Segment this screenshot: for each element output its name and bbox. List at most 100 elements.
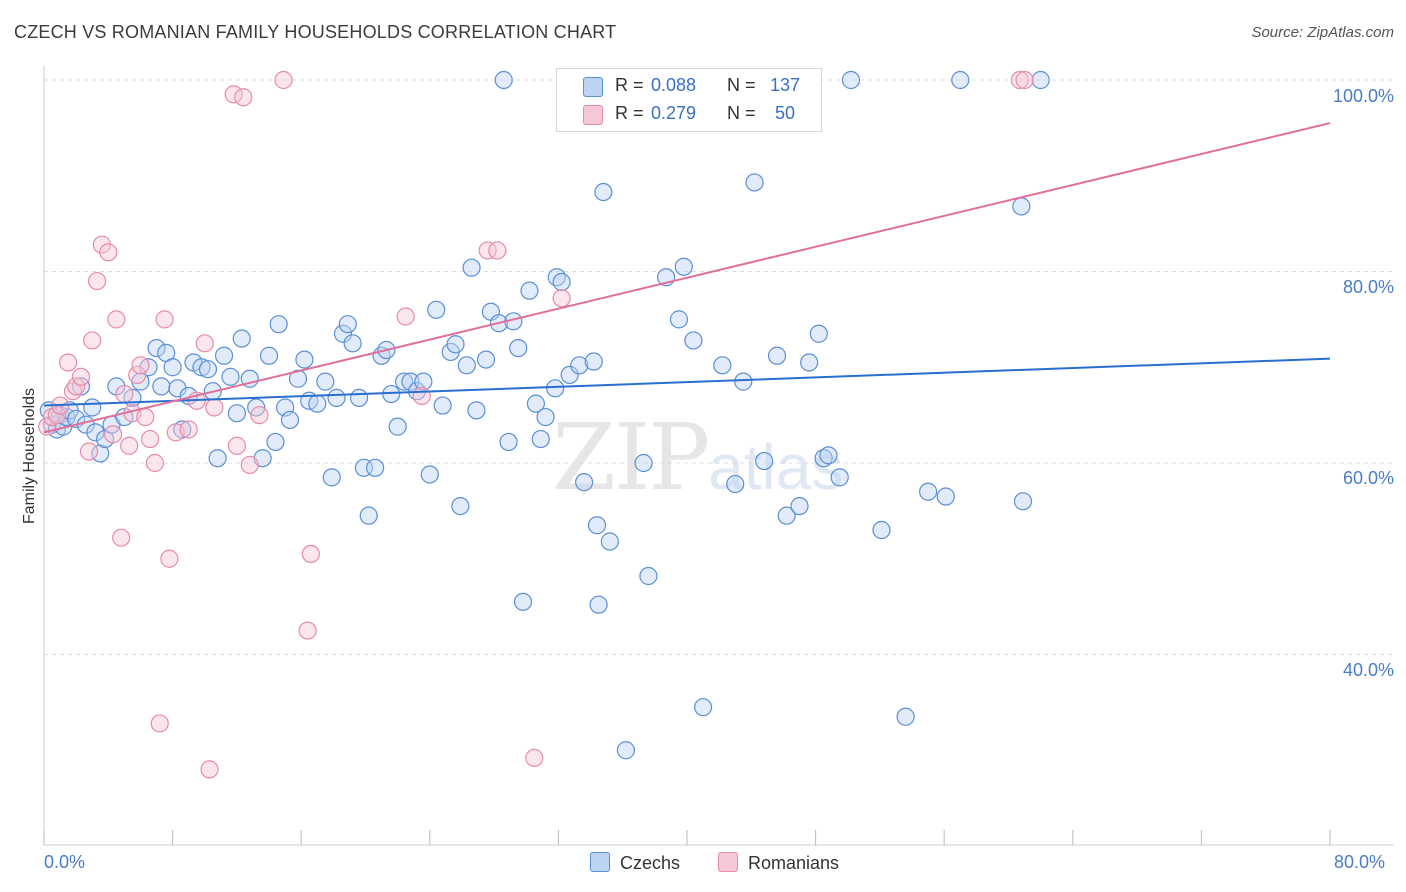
romanian-point [136,407,155,427]
czech-point [841,70,861,90]
czech-point [531,429,550,449]
romanian-point [131,356,150,375]
czech-point [546,379,565,398]
romanian-r-value: 0.279 [651,103,697,123]
czech-point [575,473,594,492]
romanian-point [298,621,317,640]
czech-point [560,365,579,385]
czech-point [594,182,613,202]
bottom-legend-romanian: Romanians [718,852,839,874]
czech-points [39,70,1050,760]
czech-point [1013,492,1033,511]
source-label: Source: ZipAtlas.com [1251,24,1394,41]
czech-point [584,352,603,371]
bottom-czech-swatch [590,852,610,872]
romanian-point [120,436,139,455]
romanian-point [1010,70,1029,90]
romanian-point [412,386,431,406]
x-tick-max: 80.0% [1334,852,1386,872]
czech-point [674,257,693,276]
czech-point [552,272,571,292]
czech-point [462,258,481,277]
czech-point [713,356,732,375]
romanian-point [47,406,66,425]
czech-point [163,358,182,377]
czech-point [684,331,703,350]
y-tick-80: 80.0% [1342,277,1394,297]
romanian-n-value: 50 [774,103,796,123]
romanian-point [240,455,259,475]
czech-point [809,324,828,343]
romanian-point [301,544,320,564]
czech-point [536,407,555,427]
correlation-legend: R = 0.088 N = 137 R = 0.279 N = 50 [556,68,822,132]
romanian-point [200,760,219,779]
czech-point [327,388,346,407]
y-tick-60: 60.0% [1342,468,1394,488]
romanian-point [250,406,269,425]
czech-point [919,482,938,501]
watermark-zip: ZIP [552,404,710,511]
romanian-point [155,310,174,329]
romanian-point [179,420,198,439]
czech-n-value: 137 [769,75,801,95]
romanian-point [227,436,246,455]
czech-point [227,404,246,423]
romanian-point [145,453,165,473]
czech-point [526,394,545,413]
romanian-point [274,70,293,90]
bottom-romanian-label: Romanians [748,853,840,873]
czech-point [208,449,227,468]
czech-point [745,173,764,192]
czech-point [509,339,528,358]
czech-point [338,315,357,334]
romanian-point [525,748,544,768]
czech-point [872,520,891,540]
romanian-point [396,307,415,326]
czech-point [427,300,446,319]
romanian-point [1015,70,1034,90]
czech-point [767,346,787,365]
czech-point [589,595,608,614]
bottom-romanian-swatch [718,852,738,872]
czech-point [214,346,234,365]
y-tick-40: 40.0% [1342,660,1394,680]
czech-point [639,566,658,586]
romanian-point [128,365,147,385]
x-tick-min: 0.0% [44,852,86,872]
czech-point [221,367,240,386]
czech-point [349,388,369,407]
romanian-trend-line [43,122,1331,434]
czech-point [288,369,308,388]
czech-point [91,444,110,463]
romanian-swatch [583,105,603,125]
czech-point [936,487,955,506]
czech-point [570,356,589,375]
czech-point [693,698,713,717]
bottom-czech-label: Czechs [620,853,681,873]
czech-point [446,335,465,354]
romanian-point [67,377,86,396]
czech-point [634,453,653,473]
czech-r-value: 0.088 [651,75,697,95]
chart-title: CZECH VS ROMANIAN FAMILY HOUSEHOLDS CORR… [14,22,617,42]
czech-point [322,468,341,487]
czech-point [451,496,470,516]
romanian-point [234,88,253,107]
czech-point [333,324,353,343]
czech-point [1031,70,1050,90]
czech-point [308,394,327,413]
czech-point [499,432,518,452]
romanian-point [79,442,99,461]
czech-point [476,350,496,369]
romanian-point [87,271,107,291]
czech-point [819,446,838,465]
czech-point [192,358,211,377]
czech-point [726,474,745,494]
czech-swatch [583,77,603,97]
czech-point [800,353,819,372]
czech-point [587,516,607,535]
czech-point [83,398,102,417]
czech-point [896,707,915,726]
czech-point [830,468,849,487]
